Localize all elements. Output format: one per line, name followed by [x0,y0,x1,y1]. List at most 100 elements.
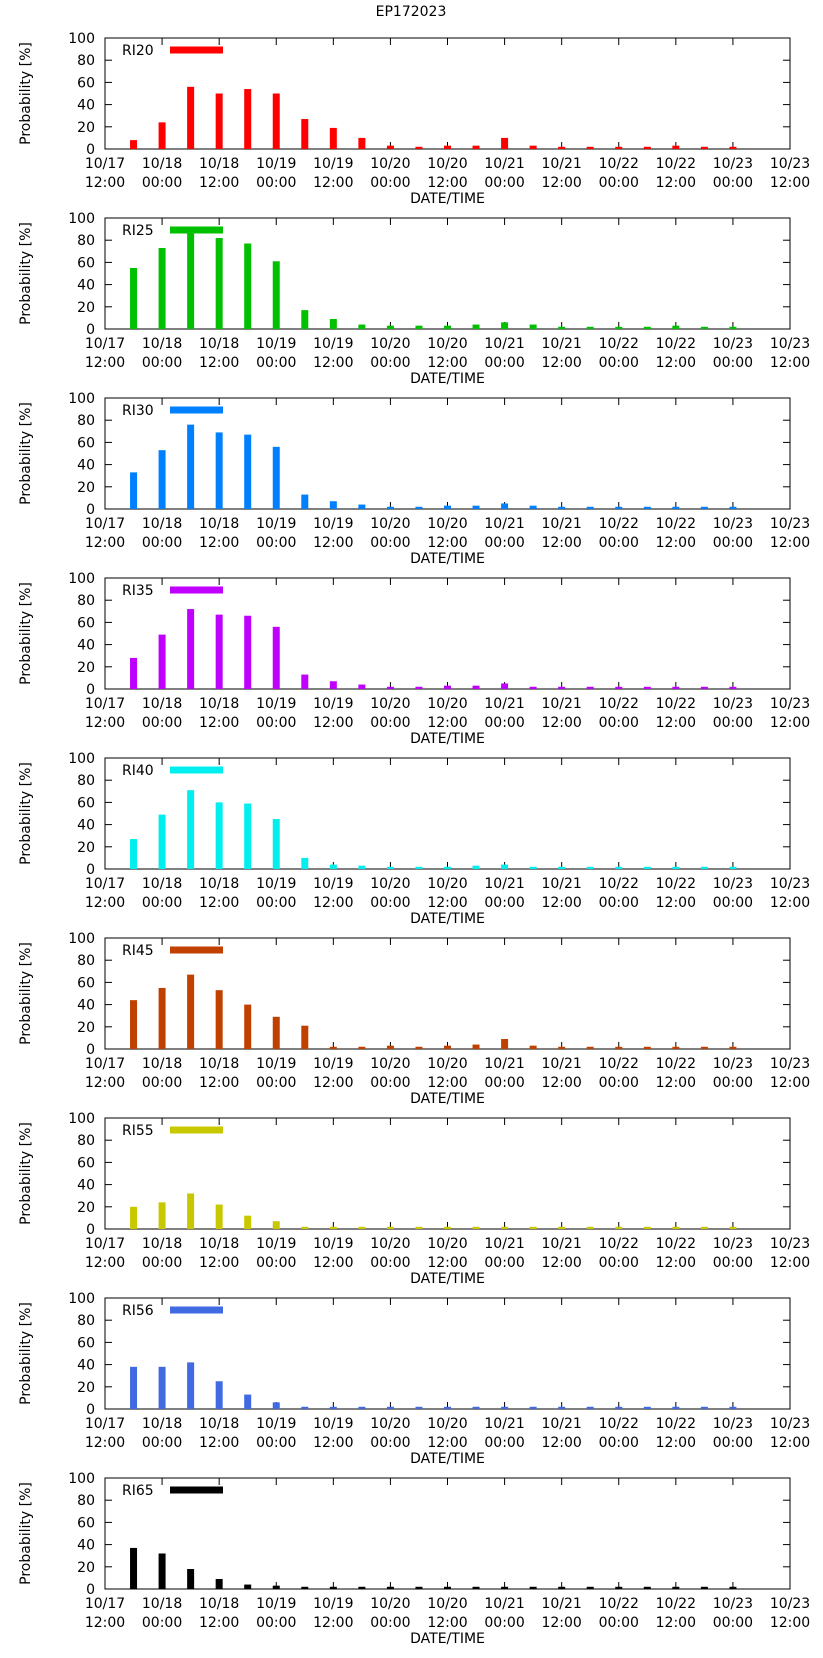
bar-ri55 [158,1202,166,1229]
plot-frame [104,217,791,330]
x-tick-label-date: 10/19 [313,1056,353,1072]
x-tick-label-date: 10/21 [541,1056,581,1072]
x-tick-label-time: 12:00 [313,1615,353,1631]
bar-ri65 [615,1586,623,1589]
bar-ri45 [643,1046,651,1049]
chart-panel-ri35: 0 20 40 60 80 100 10/17 12:00 10/18 00:00 10/18 12:… [18,571,810,747]
bar-ri25 [472,324,480,329]
bar-ri35 [529,686,537,689]
y-axis-label: Probability [%] [18,222,34,325]
y-tick-label: 20 [77,1200,95,1216]
bar-ri30 [729,506,737,509]
plot-frame [104,1477,791,1590]
bar-ri40 [472,865,480,869]
y-axis-label: Probability [%] [18,582,34,685]
bar-ri55 [501,1226,509,1229]
bar-ri30 [158,450,166,509]
x-tick-label-date: 10/18 [199,876,239,892]
bar-ri30 [244,434,252,509]
bar-ri25 [729,326,737,329]
x-tick-label-date: 10/23 [713,1596,753,1612]
y-tick-label: 0 [86,1042,95,1058]
x-tick-label-date: 10/17 [85,1056,125,1072]
x-tick-label-time: 00:00 [484,1615,524,1631]
x-tick-label-time: 00:00 [370,175,410,191]
x-tick-label-time: 12:00 [541,175,581,191]
bar-ri45 [729,1046,737,1049]
x-tick-label-date: 10/21 [484,1596,524,1612]
x-tick-label-time: 12:00 [427,175,467,191]
x-tick-label-time: 00:00 [256,715,296,731]
x-tick-label-date: 10/20 [370,696,410,712]
bar-ri45 [472,1044,480,1049]
y-tick-label: 100 [68,571,95,587]
bar-ri65 [358,1586,366,1589]
y-axis-label: Probability [%] [18,1302,34,1405]
bar-ri45 [272,1016,280,1049]
x-tick-label-time: 00:00 [599,1255,639,1271]
chart-title: EP172023 [376,4,447,20]
x-tick-label-date: 10/23 [770,1056,810,1072]
bar-ri65 [472,1586,480,1589]
bar-ri45 [529,1045,537,1049]
bar-ri45 [586,1046,594,1049]
bar-ri65 [187,1569,195,1589]
bar-ri20 [215,93,223,149]
x-tick-label-date: 10/22 [599,1056,639,1072]
y-tick-label: 100 [68,1111,95,1127]
x-tick-label-time: 00:00 [484,535,524,551]
bar-ri45 [329,1046,337,1049]
bar-ri56 [615,1406,623,1409]
x-tick-label-date: 10/20 [370,1056,410,1072]
plot-frame [104,757,791,870]
bar-ri40 [529,866,537,869]
x-tick-label-date: 10/23 [713,1236,753,1252]
x-tick-label-date: 10/23 [713,336,753,352]
bar-ri56 [301,1406,309,1409]
bar-ri56 [729,1406,737,1409]
bar-ri30 [700,506,708,509]
bar-ri56 [700,1406,708,1409]
x-tick-label-time: 12:00 [656,175,696,191]
x-tick-label-time: 12:00 [313,1255,353,1271]
y-tick-label: 100 [68,931,95,947]
x-tick-label-time: 12:00 [427,715,467,731]
y-tick-label: 0 [86,142,95,158]
bar-ri55 [386,1226,394,1229]
x-tick-label-date: 10/21 [484,1056,524,1072]
x-tick-label-time: 12:00 [427,1255,467,1271]
x-tick-label-time: 12:00 [770,1255,810,1271]
bar-ri55 [643,1226,651,1229]
x-tick-label-date: 10/20 [427,876,467,892]
bar-ri56 [130,1366,138,1409]
y-tick-label: 100 [68,31,95,47]
chart-panel-ri20: 0 20 40 60 80 100 10/17 12:00 10/18 00:00 10/18 12:… [18,31,810,207]
y-tick-label: 60 [77,435,95,451]
y-tick-label: 40 [77,278,95,294]
x-tick-label-date: 10/17 [85,156,125,172]
bar-ri35 [130,657,138,689]
bar-ri35 [558,686,566,689]
x-tick-label-date: 10/20 [427,696,467,712]
bar-ri30 [501,503,509,509]
x-tick-label-time: 00:00 [599,1435,639,1451]
bar-ri45 [130,1000,138,1049]
y-axis-label: Probability [%] [18,42,34,145]
x-tick-label-time: 00:00 [370,1435,410,1451]
bar-ri25 [501,322,509,329]
bar-ri40 [586,866,594,869]
y-tick-label: 80 [77,413,95,429]
x-tick-label-time: 00:00 [484,715,524,731]
x-tick-label-date: 10/23 [770,1416,810,1432]
bar-ri25 [358,324,366,329]
x-tick-label-time: 12:00 [656,355,696,371]
x-tick-label-time: 12:00 [541,1075,581,1091]
bar-ri56 [329,1406,337,1409]
x-tick-label-time: 12:00 [199,1255,239,1271]
bar-ri40 [700,866,708,869]
bar-ri30 [472,505,480,509]
y-tick-label: 60 [77,255,95,271]
x-tick-label-date: 10/21 [484,156,524,172]
bar-ri30 [529,505,537,509]
